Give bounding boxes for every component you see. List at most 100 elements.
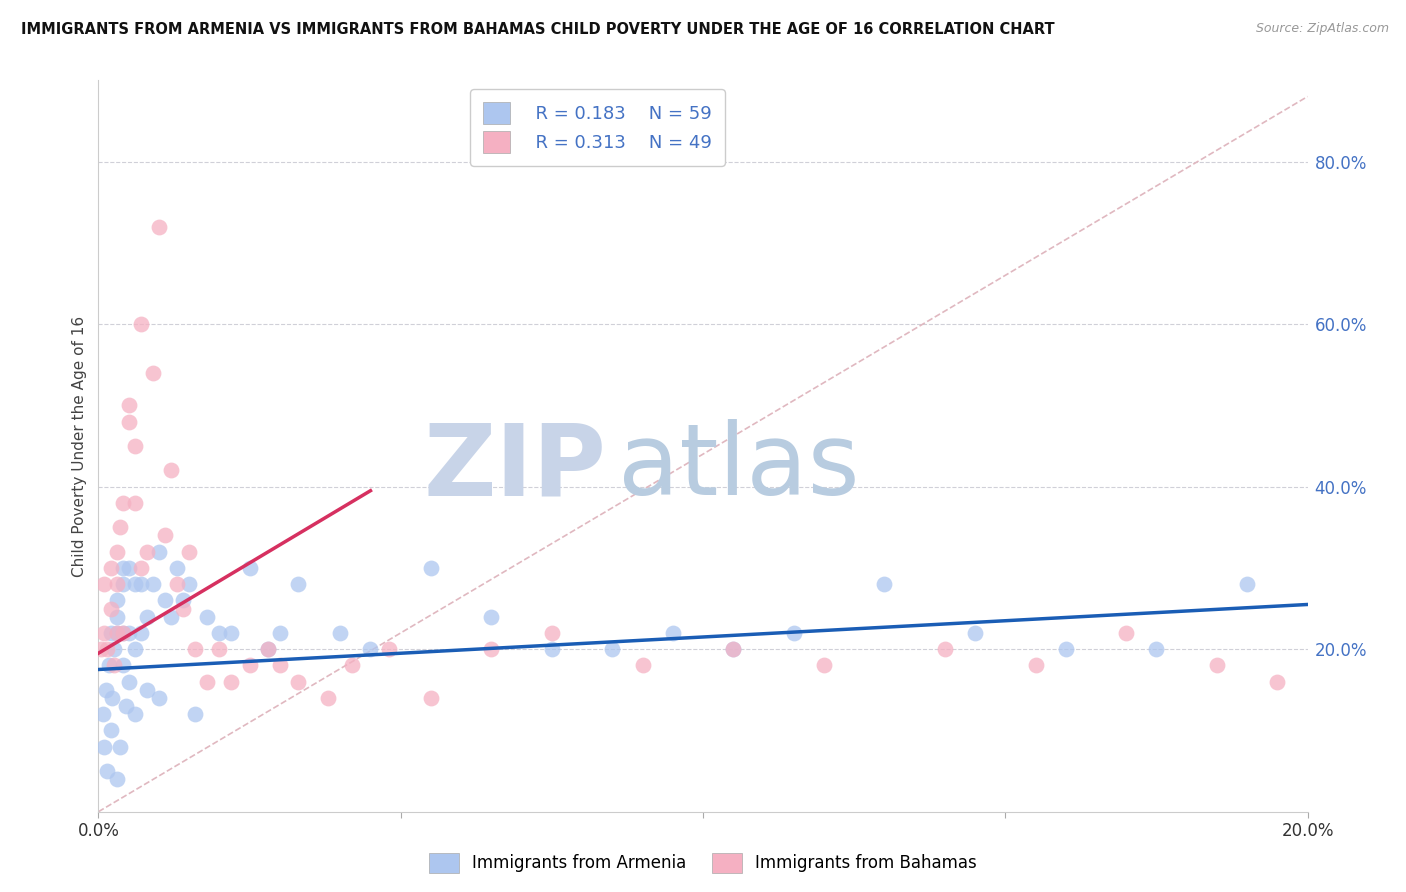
Point [111,577,134,591]
Point [723,642,745,657]
Point [360,642,382,657]
Point [934,642,956,657]
Point [540,626,562,640]
Point [269,658,291,673]
Point [256,642,278,657]
Point [124,707,146,722]
Point [1054,642,1077,657]
Point [105,577,128,591]
Point [96,764,118,778]
Point [100,690,122,705]
Text: IMMIGRANTS FROM ARMENIA VS IMMIGRANTS FROM BAHAMAS CHILD POVERTY UNDER THE AGE O: IMMIGRANTS FROM ARMENIA VS IMMIGRANTS FR… [21,22,1054,37]
Point [124,439,146,453]
Point [179,577,201,591]
Point [118,415,141,429]
Point [129,561,152,575]
Point [135,682,157,697]
Point [184,707,207,722]
Text: Source: ZipAtlas.com: Source: ZipAtlas.com [1256,22,1389,36]
Point [723,642,745,657]
Point [269,626,291,640]
Point [179,544,201,558]
Point [105,544,128,558]
Point [602,642,624,657]
Point [103,658,125,673]
Point [111,626,134,640]
Point [142,577,165,591]
Point [287,577,309,591]
Point [118,626,141,640]
Point [153,593,176,607]
Point [287,674,309,689]
Point [195,674,218,689]
Point [1115,626,1137,640]
Point [124,577,146,591]
Point [329,626,352,640]
Point [111,561,134,575]
Point [118,398,141,412]
Text: atlas: atlas [619,419,860,516]
Point [124,496,146,510]
Point [239,561,262,575]
Point [540,642,562,657]
Point [166,561,188,575]
Point [93,577,115,591]
Point [1144,642,1167,657]
Point [221,674,243,689]
Legend:   R = 0.183    N = 59,   R = 0.313    N = 49: R = 0.183 N = 59, R = 0.313 N = 49 [470,89,725,166]
Point [108,739,131,754]
Point [420,561,443,575]
Point [135,609,157,624]
Point [1267,674,1289,689]
Point [114,699,136,714]
Point [195,609,218,624]
Point [93,626,115,640]
Point [100,626,122,640]
Point [135,544,157,558]
Point [256,642,278,657]
Legend: Immigrants from Armenia, Immigrants from Bahamas: Immigrants from Armenia, Immigrants from… [422,847,984,880]
Point [377,642,399,657]
Point [208,642,231,657]
Point [98,658,121,673]
Point [94,682,117,697]
Point [148,690,170,705]
Point [100,561,122,575]
Point [631,658,654,673]
Point [103,642,125,657]
Point [93,739,115,754]
Point [124,642,146,657]
Point [129,317,152,331]
Text: ZIP: ZIP [423,419,606,516]
Point [148,219,170,234]
Point [105,593,128,607]
Point [129,626,152,640]
Point [105,626,128,640]
Point [148,544,170,558]
Point [783,626,806,640]
Point [129,577,152,591]
Point [661,626,683,640]
Point [142,366,165,380]
Point [100,723,122,738]
Point [100,601,122,615]
Point [118,561,141,575]
Point [166,577,188,591]
Point [96,642,118,657]
Point [813,658,835,673]
Point [481,609,503,624]
Point [342,658,364,673]
Point [160,463,183,477]
Point [172,593,194,607]
Point [239,658,262,673]
Point [111,658,134,673]
Point [420,690,443,705]
Point [1206,658,1229,673]
Point [105,772,128,787]
Point [481,642,503,657]
Point [90,642,112,657]
Point [965,626,987,640]
Point [105,609,128,624]
Point [160,609,183,624]
Point [316,690,339,705]
